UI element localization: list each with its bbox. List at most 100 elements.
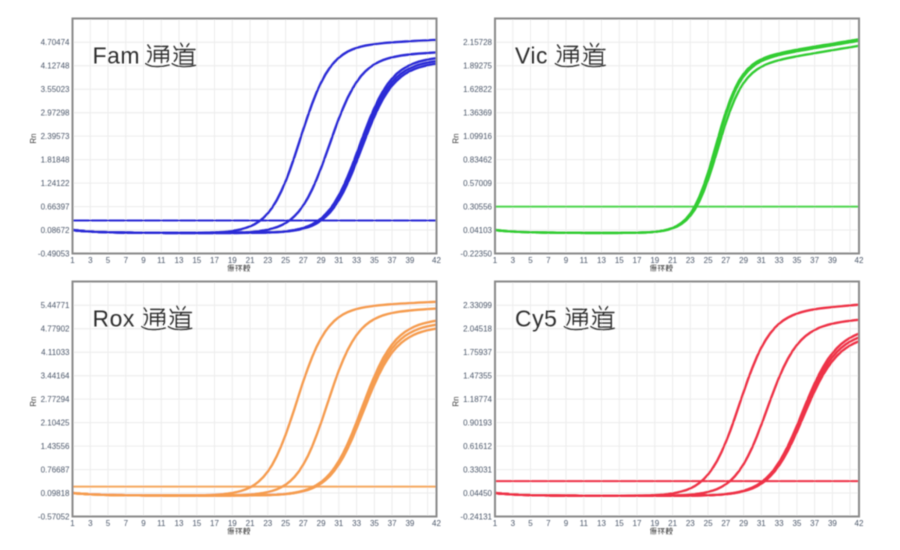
svg-text:1: 1 <box>493 519 498 528</box>
svg-text:17: 17 <box>210 256 219 265</box>
svg-text:2.10425: 2.10425 <box>41 418 70 427</box>
svg-text:39: 39 <box>405 519 414 528</box>
svg-text:13: 13 <box>597 256 606 265</box>
svg-text:42: 42 <box>855 256 864 265</box>
svg-text:15: 15 <box>615 256 624 265</box>
svg-text:1.09916: 1.09916 <box>463 132 492 141</box>
svg-text:11: 11 <box>157 256 166 265</box>
svg-text:9: 9 <box>141 256 146 265</box>
svg-text:1: 1 <box>493 256 498 265</box>
svg-text:35: 35 <box>370 519 379 528</box>
svg-text:2.33099: 2.33099 <box>463 301 492 310</box>
svg-text:4.77902: 4.77902 <box>41 325 70 334</box>
svg-text:5: 5 <box>106 519 111 528</box>
svg-text:23: 23 <box>686 256 695 265</box>
svg-text:4.11033: 4.11033 <box>41 348 70 357</box>
svg-text:37: 37 <box>388 256 397 265</box>
svg-text:35: 35 <box>792 256 801 265</box>
svg-text:3: 3 <box>88 256 93 265</box>
svg-text:1.62822: 1.62822 <box>463 85 492 94</box>
svg-text:27: 27 <box>299 256 308 265</box>
svg-text:1: 1 <box>70 519 75 528</box>
svg-text:27: 27 <box>721 519 730 528</box>
svg-text:31: 31 <box>757 519 766 528</box>
svg-text:Fam: Fam <box>93 43 141 69</box>
svg-text:3: 3 <box>511 519 516 528</box>
svg-text:3.44164: 3.44164 <box>41 372 70 381</box>
svg-text:13: 13 <box>597 519 606 528</box>
svg-text:7: 7 <box>124 256 129 265</box>
svg-text:27: 27 <box>721 256 730 265</box>
svg-text:25: 25 <box>704 256 713 265</box>
svg-text:0.30556: 0.30556 <box>463 202 492 211</box>
svg-text:3: 3 <box>511 256 516 265</box>
svg-text:5.44771: 5.44771 <box>41 301 70 310</box>
svg-text:29: 29 <box>317 519 326 528</box>
svg-text:5: 5 <box>106 256 111 265</box>
svg-text:27: 27 <box>299 519 308 528</box>
svg-text:Rn: Rn <box>452 396 461 406</box>
svg-text:33: 33 <box>352 256 361 265</box>
svg-text:15: 15 <box>192 519 201 528</box>
svg-text:4.70474: 4.70474 <box>41 38 70 47</box>
svg-text:0.57009: 0.57009 <box>463 179 492 188</box>
svg-text:21: 21 <box>668 519 677 528</box>
svg-text:39: 39 <box>828 256 837 265</box>
svg-text:29: 29 <box>317 256 326 265</box>
svg-text:42: 42 <box>855 519 864 528</box>
svg-text:23: 23 <box>263 256 272 265</box>
svg-text:0.33031: 0.33031 <box>463 465 492 474</box>
svg-text:7: 7 <box>546 519 551 528</box>
svg-text:23: 23 <box>263 519 272 528</box>
svg-text:1.24122: 1.24122 <box>41 179 70 188</box>
svg-text:5: 5 <box>528 519 533 528</box>
svg-text:21: 21 <box>246 519 255 528</box>
svg-text:-0.49053: -0.49053 <box>38 249 70 258</box>
svg-text:Rox: Rox <box>93 306 135 332</box>
svg-text:15: 15 <box>192 256 201 265</box>
svg-text:21: 21 <box>246 256 255 265</box>
svg-text:0.83462: 0.83462 <box>463 155 492 164</box>
svg-text:2.39573: 2.39573 <box>41 132 70 141</box>
svg-text:2.15728: 2.15728 <box>463 38 492 47</box>
svg-text:0.08672: 0.08672 <box>41 226 70 235</box>
svg-text:31: 31 <box>334 519 343 528</box>
svg-text:21: 21 <box>668 256 677 265</box>
svg-text:33: 33 <box>775 256 784 265</box>
svg-text:-0.57052: -0.57052 <box>38 512 70 521</box>
svg-text:7: 7 <box>124 519 129 528</box>
svg-text:0.04103: 0.04103 <box>463 226 492 235</box>
svg-text:1.36369: 1.36369 <box>463 109 492 118</box>
svg-text:-0.24131: -0.24131 <box>460 512 492 521</box>
svg-text:2.77294: 2.77294 <box>41 395 70 404</box>
svg-text:17: 17 <box>210 519 219 528</box>
svg-text:Vic: Vic <box>515 43 548 69</box>
svg-text:4.12748: 4.12748 <box>41 62 70 71</box>
svg-text:29: 29 <box>739 256 748 265</box>
svg-text:1: 1 <box>70 256 75 265</box>
svg-text:13: 13 <box>175 519 184 528</box>
svg-text:5: 5 <box>528 256 533 265</box>
svg-text:33: 33 <box>352 519 361 528</box>
svg-text:23: 23 <box>686 519 695 528</box>
svg-text:3.55023: 3.55023 <box>41 85 70 94</box>
svg-text:15: 15 <box>615 519 624 528</box>
svg-text:39: 39 <box>828 519 837 528</box>
svg-text:19: 19 <box>228 256 237 265</box>
svg-text:7: 7 <box>546 256 551 265</box>
svg-text:19: 19 <box>650 519 659 528</box>
svg-text:35: 35 <box>370 256 379 265</box>
svg-text:2.97298: 2.97298 <box>41 109 70 118</box>
svg-text:11: 11 <box>580 519 589 528</box>
svg-text:1.89275: 1.89275 <box>463 62 492 71</box>
svg-text:39: 39 <box>405 256 414 265</box>
svg-text:9: 9 <box>564 256 569 265</box>
svg-text:0.09818: 0.09818 <box>41 489 70 498</box>
svg-text:17: 17 <box>633 519 642 528</box>
svg-text:19: 19 <box>228 519 237 528</box>
svg-text:2.04518: 2.04518 <box>463 325 492 334</box>
svg-text:0.76687: 0.76687 <box>41 465 70 474</box>
svg-text:31: 31 <box>334 256 343 265</box>
svg-text:37: 37 <box>810 256 819 265</box>
svg-text:37: 37 <box>810 519 819 528</box>
